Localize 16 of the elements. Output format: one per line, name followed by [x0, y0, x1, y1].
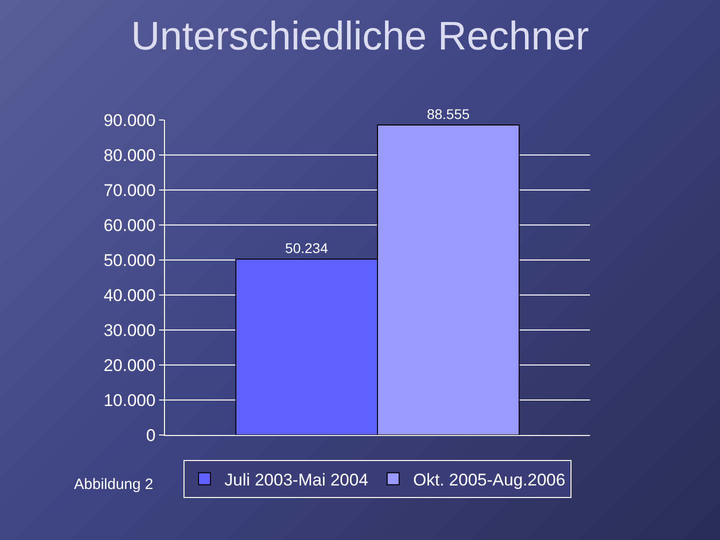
data-label: 88.555 — [426, 106, 470, 122]
y-tick-label: 30.000 — [104, 320, 156, 340]
y-tick-label: 10.000 — [104, 390, 156, 410]
y-tick-label: 50.000 — [104, 250, 156, 270]
data-label: 50.234 — [285, 240, 328, 256]
legend-label: Okt. 2005-Aug.2006 — [413, 470, 566, 490]
y-tick-label: 20.000 — [104, 356, 156, 375]
chart-title: Unterschiedliche Rechner — [130, 14, 590, 59]
y-tick-label: 80.000 — [104, 146, 156, 165]
y-tick-label: 60.000 — [104, 216, 156, 235]
text: Abbildung 2 — [74, 476, 154, 493]
legend-label: Juli 2003-Mai 2004 — [224, 470, 368, 490]
y-tick-label: 40.000 — [104, 286, 156, 305]
y-tick-label: 0 — [146, 426, 156, 445]
y-tick-label: 70.000 — [104, 180, 156, 200]
y-tick-label: 90.000 — [104, 110, 156, 130]
